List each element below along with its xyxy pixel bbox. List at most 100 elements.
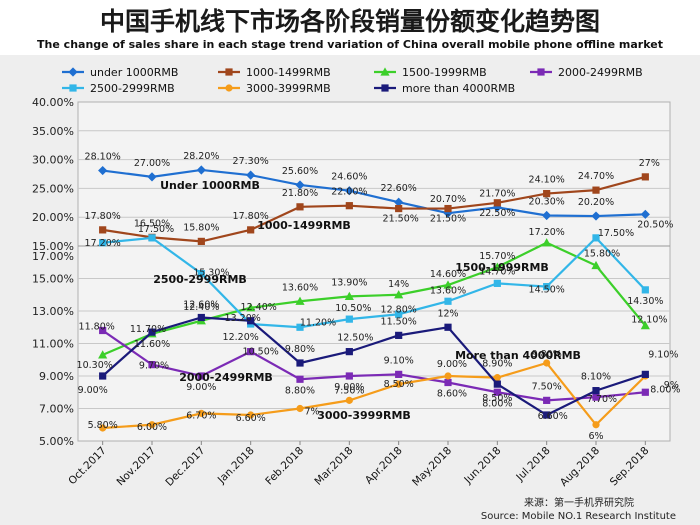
- marker: [295, 180, 305, 190]
- marker: [543, 411, 551, 419]
- marker: [197, 270, 205, 278]
- data-label: 17.80%: [85, 211, 121, 222]
- data-label: 9.70%: [139, 361, 169, 372]
- data-label: 14%: [388, 279, 409, 290]
- data-labels: 28.10% 27.00% 28.20% 27.30% 25.60% 24.60% 22.6…: [77, 151, 681, 442]
- data-label: 13.60%: [430, 285, 466, 296]
- data-label: 25.60%: [282, 166, 318, 177]
- data-label: 8.60%: [437, 389, 467, 400]
- y-tick-label: 9.00%: [39, 370, 74, 383]
- marker: [345, 202, 353, 210]
- y-tick-label: 30.00%: [32, 154, 74, 167]
- data-label: 6.00%: [137, 422, 167, 433]
- data-label: 6.70%: [186, 410, 216, 421]
- data-label: 12.40%: [241, 302, 277, 313]
- marker: [444, 378, 452, 387]
- source-cn: 来源：第一手机界研究院: [524, 496, 634, 509]
- series-layer: [98, 165, 650, 432]
- data-label: 13.20%: [225, 313, 261, 324]
- data-label: 14.50%: [529, 285, 565, 296]
- data-label: 21.50%: [430, 214, 466, 225]
- annotation-label: 1000-1499RMB: [257, 219, 351, 232]
- series-line: [101, 316, 646, 417]
- data-label: 10.30%: [77, 360, 113, 371]
- series-2000-2499rmb: [99, 326, 649, 404]
- data-label: 22.50%: [479, 208, 515, 219]
- legend-item: 2000-2499RMB: [530, 66, 643, 79]
- marker: [345, 348, 353, 356]
- marker: [493, 388, 501, 396]
- marker: [492, 262, 502, 271]
- marker: [246, 303, 256, 312]
- marker: [543, 359, 551, 367]
- marker: [246, 170, 256, 180]
- series-line: [102, 329, 646, 402]
- data-label: 8.10%: [581, 372, 611, 383]
- legend-label: 2500-2999RMB: [90, 82, 175, 95]
- marker: [493, 279, 501, 287]
- marker: [395, 204, 403, 213]
- y-tick-label: 20.00%: [32, 211, 74, 224]
- marker: [344, 291, 354, 300]
- marker: [641, 173, 649, 181]
- data-label: 24.70%: [578, 171, 614, 182]
- marker: [247, 317, 255, 325]
- data-label: 12.50%: [337, 333, 373, 344]
- marker: [493, 380, 501, 388]
- data-label: 11.80%: [79, 322, 115, 333]
- marker: [444, 323, 452, 331]
- data-label: 9.00%: [78, 385, 108, 396]
- marker: [225, 68, 233, 76]
- data-label: 17.20%: [85, 238, 121, 249]
- data-label: 12.10%: [631, 315, 667, 326]
- legend-item: 1500-1999RMB: [374, 66, 487, 79]
- y-tick-label: 13.00%: [32, 305, 74, 318]
- chart-title-cn: 中国手机线下市场各阶段销量份额变化趋势图: [100, 7, 600, 36]
- marker: [395, 380, 403, 388]
- data-label: 28.10%: [85, 152, 121, 163]
- data-label: 20.50%: [637, 219, 673, 230]
- marker: [99, 226, 107, 234]
- data-label: 24.10%: [529, 175, 565, 186]
- legend-item: more than 4000RMB: [374, 82, 515, 95]
- annotation-label: 1500-1999RMB: [455, 261, 549, 274]
- marker: [296, 323, 304, 331]
- marker: [247, 411, 255, 419]
- data-label: 27.30%: [233, 156, 269, 167]
- marker: [69, 84, 77, 92]
- marker: [543, 396, 551, 404]
- data-label: 6.60%: [538, 411, 568, 422]
- series-more-than-4000rmb: [99, 313, 649, 419]
- marker: [493, 199, 501, 207]
- series-line: [102, 241, 647, 356]
- marker: [395, 370, 403, 378]
- legend-label: 3000-3999RMB: [246, 82, 331, 95]
- annotation-label: 2500-2999RMB: [153, 273, 247, 286]
- marker: [99, 372, 107, 380]
- data-label: 9.10%: [648, 349, 678, 360]
- data-label: 11.60%: [134, 339, 170, 350]
- marker: [641, 388, 649, 396]
- legend-label: 1000-1499RMB: [246, 66, 331, 79]
- marker: [296, 359, 304, 367]
- marker: [225, 84, 233, 92]
- data-label: 9.00%: [437, 359, 467, 370]
- marker: [542, 210, 552, 221]
- data-label: 12.80%: [381, 304, 417, 315]
- marker: [381, 84, 389, 92]
- annotation-label: 3000-3999RMB: [317, 409, 411, 422]
- y-tick-label: 40.00%: [32, 96, 74, 109]
- plot-area: [77, 101, 671, 442]
- data-label: 8.50%: [384, 379, 414, 390]
- data-label: 10.50%: [335, 303, 371, 314]
- marker: [148, 361, 156, 369]
- y-axis: 40.00%35.00%30.00%25.00%20.00%15.00%17.0…: [32, 96, 74, 448]
- data-label: 8.90%: [482, 359, 512, 370]
- data-label: 14.60%: [430, 269, 466, 280]
- y-tick-label: 17.00%: [32, 250, 74, 263]
- marker: [537, 68, 545, 76]
- marker: [296, 203, 304, 211]
- annotations: Under 1000RMB 1000-1499RMB 1500-1999RMB 250…: [153, 179, 581, 422]
- y-tick-label: 15.00%: [32, 240, 74, 253]
- data-label: 21.50%: [383, 214, 419, 225]
